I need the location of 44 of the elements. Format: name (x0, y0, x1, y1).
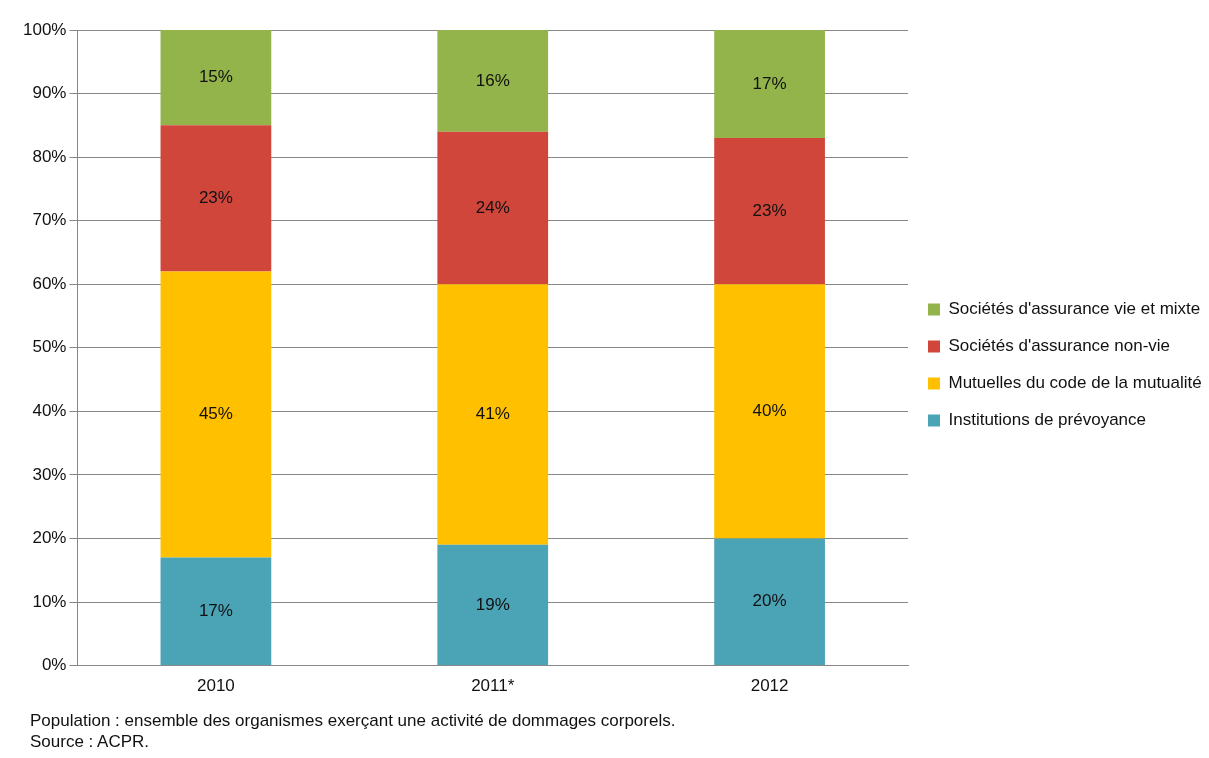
data-label: 15% (198, 67, 233, 87)
x-tick-label: 2010 (196, 676, 235, 696)
bar (714, 538, 825, 666)
y-tick-label: 80% (32, 146, 67, 166)
bar (437, 30, 549, 132)
data-label: 24% (475, 197, 510, 217)
y-tick-label: 20% (32, 528, 67, 548)
bar (437, 544, 549, 666)
data-label: 23% (198, 188, 233, 208)
bar (160, 30, 272, 126)
data-label: 45% (198, 404, 233, 424)
legend-label: Mutuelles du code de la mutualité (948, 373, 1202, 393)
y-tick-label: 30% (32, 464, 67, 484)
bar (714, 30, 825, 139)
y-tick-label: 90% (32, 83, 67, 103)
text: Population : ensemble des organismes exerçant une activité de dommages corporels. (30, 710, 676, 731)
y-tick-label: 50% (32, 337, 67, 357)
bar (437, 131, 549, 285)
data-label: 19% (475, 594, 510, 614)
data-label: 16% (475, 70, 510, 90)
y-tick-label: 100% (23, 19, 67, 39)
data-label: 17% (198, 601, 233, 621)
data-label: 41% (475, 404, 510, 424)
source-note: Source : ACPR. (30, 731, 151, 752)
bar (160, 557, 272, 666)
bar (714, 284, 825, 539)
bar (714, 138, 825, 285)
y-tick-label: 40% (32, 401, 67, 421)
bar (160, 271, 272, 558)
legend-label: Institutions de prévoyance (948, 410, 1147, 430)
y-tick-label: 10% (32, 591, 67, 611)
data-label: 17% (752, 73, 787, 93)
data-label: 23% (752, 200, 787, 220)
y-tick-label: 70% (32, 210, 67, 230)
x-tick-label: 2011* (471, 676, 515, 696)
legend-label: Sociétés d'assurance vie et mixte (948, 299, 1201, 319)
y-tick-label: 0% (41, 655, 67, 675)
x-tick-label: 2012 (750, 676, 789, 696)
bar (160, 125, 272, 272)
bar (437, 284, 549, 545)
y-tick-label: 60% (32, 273, 67, 293)
legend-label: Sociétés d'assurance non-vie (948, 336, 1171, 356)
data-label: 40% (752, 401, 787, 421)
data-label: 20% (752, 591, 787, 611)
